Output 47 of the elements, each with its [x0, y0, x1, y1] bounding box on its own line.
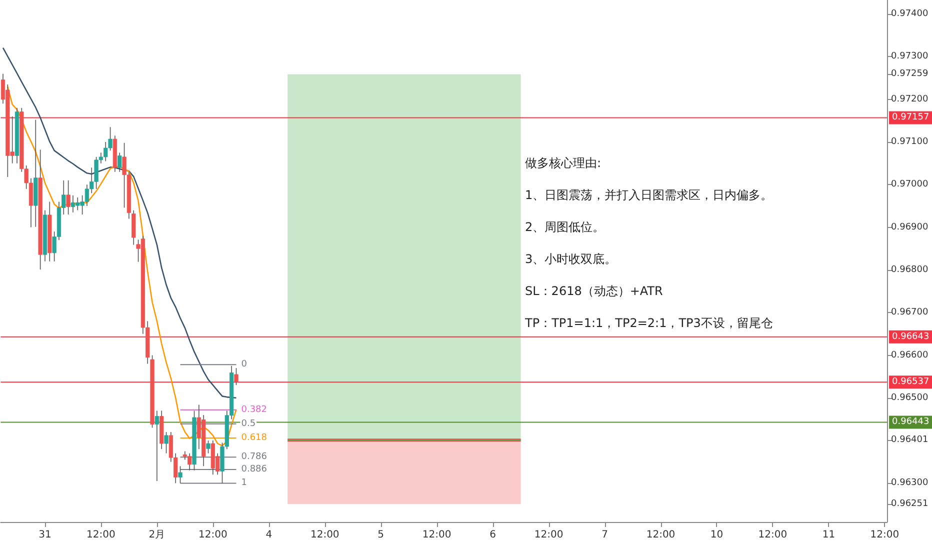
- x-tick-label: 12:00: [534, 530, 564, 540]
- y-tick-label: 0.97300: [891, 52, 928, 62]
- ref-line-label: 0.96537: [892, 377, 930, 388]
- x-tick-label: 12:00: [870, 530, 900, 540]
- x-tick-label: 12:00: [422, 530, 452, 540]
- x-tick-label: 4: [266, 530, 272, 540]
- y-tick-label: 0.97100: [891, 137, 928, 148]
- y-tick-label: 0.96300: [891, 478, 928, 488]
- series-label: 0: [241, 360, 248, 370]
- x-tick-label: 6: [490, 530, 496, 540]
- y-tick-label: 0.97400: [891, 9, 928, 20]
- series-label: 0.618: [241, 432, 268, 443]
- series-label: 1: [241, 478, 247, 488]
- x-tick-label: 31: [38, 530, 52, 540]
- annotation: 2、周图低位。: [525, 220, 605, 234]
- x-tick-label: 12:00: [758, 530, 788, 540]
- series-label: 0.5: [241, 418, 256, 429]
- y-tick-label: 0.96500: [891, 392, 928, 403]
- series-label: 0.886: [241, 464, 268, 475]
- ref-line-label: 0.96643: [892, 332, 930, 342]
- x-tick-label: 7: [602, 530, 608, 540]
- series-label: 0.382: [241, 404, 268, 415]
- x-tick-label: 5: [378, 530, 384, 540]
- y-tick-label: 0.96800: [891, 264, 928, 275]
- x-tick-label: 12:00: [86, 530, 116, 540]
- y-tick-label: 0.96401: [891, 435, 928, 446]
- x-tick-label: 12:00: [646, 530, 676, 540]
- annotation: 1、日图震荡，并打入日图需求区，日内偏多。: [525, 188, 773, 202]
- x-tick-label: 12:00: [310, 530, 340, 540]
- x-tick-label: 2月: [148, 530, 166, 540]
- y-tick-label: 0.96900: [891, 222, 928, 232]
- x-tick-label: 11: [822, 530, 836, 540]
- ref-line-label: 0.97157: [892, 112, 930, 123]
- y-tick-label: 0.97259: [891, 69, 928, 80]
- annotation: TP：TP1=1:1，TP2=2:1，TP3不设，留尾仓: [524, 316, 773, 330]
- annotation: 做多核心理由:: [525, 156, 602, 170]
- x-tick-label: 10: [710, 530, 724, 540]
- annotation: 3、小时收双底。: [525, 252, 617, 266]
- y-tick-label: 0.97000: [891, 180, 928, 190]
- annotation: SL：2618（动态）+ATR: [525, 284, 663, 298]
- y-tick-label: 0.96251: [891, 499, 928, 510]
- series-label: 0.786: [241, 452, 268, 462]
- y-tick-label: 0.96600: [891, 350, 928, 360]
- y-tick-label: 0.97200: [891, 94, 928, 104]
- x-tick-label: 12:00: [198, 530, 228, 540]
- ref-line-label: 0.96443: [892, 417, 930, 428]
- y-tick-label: 0.96700: [891, 308, 928, 318]
